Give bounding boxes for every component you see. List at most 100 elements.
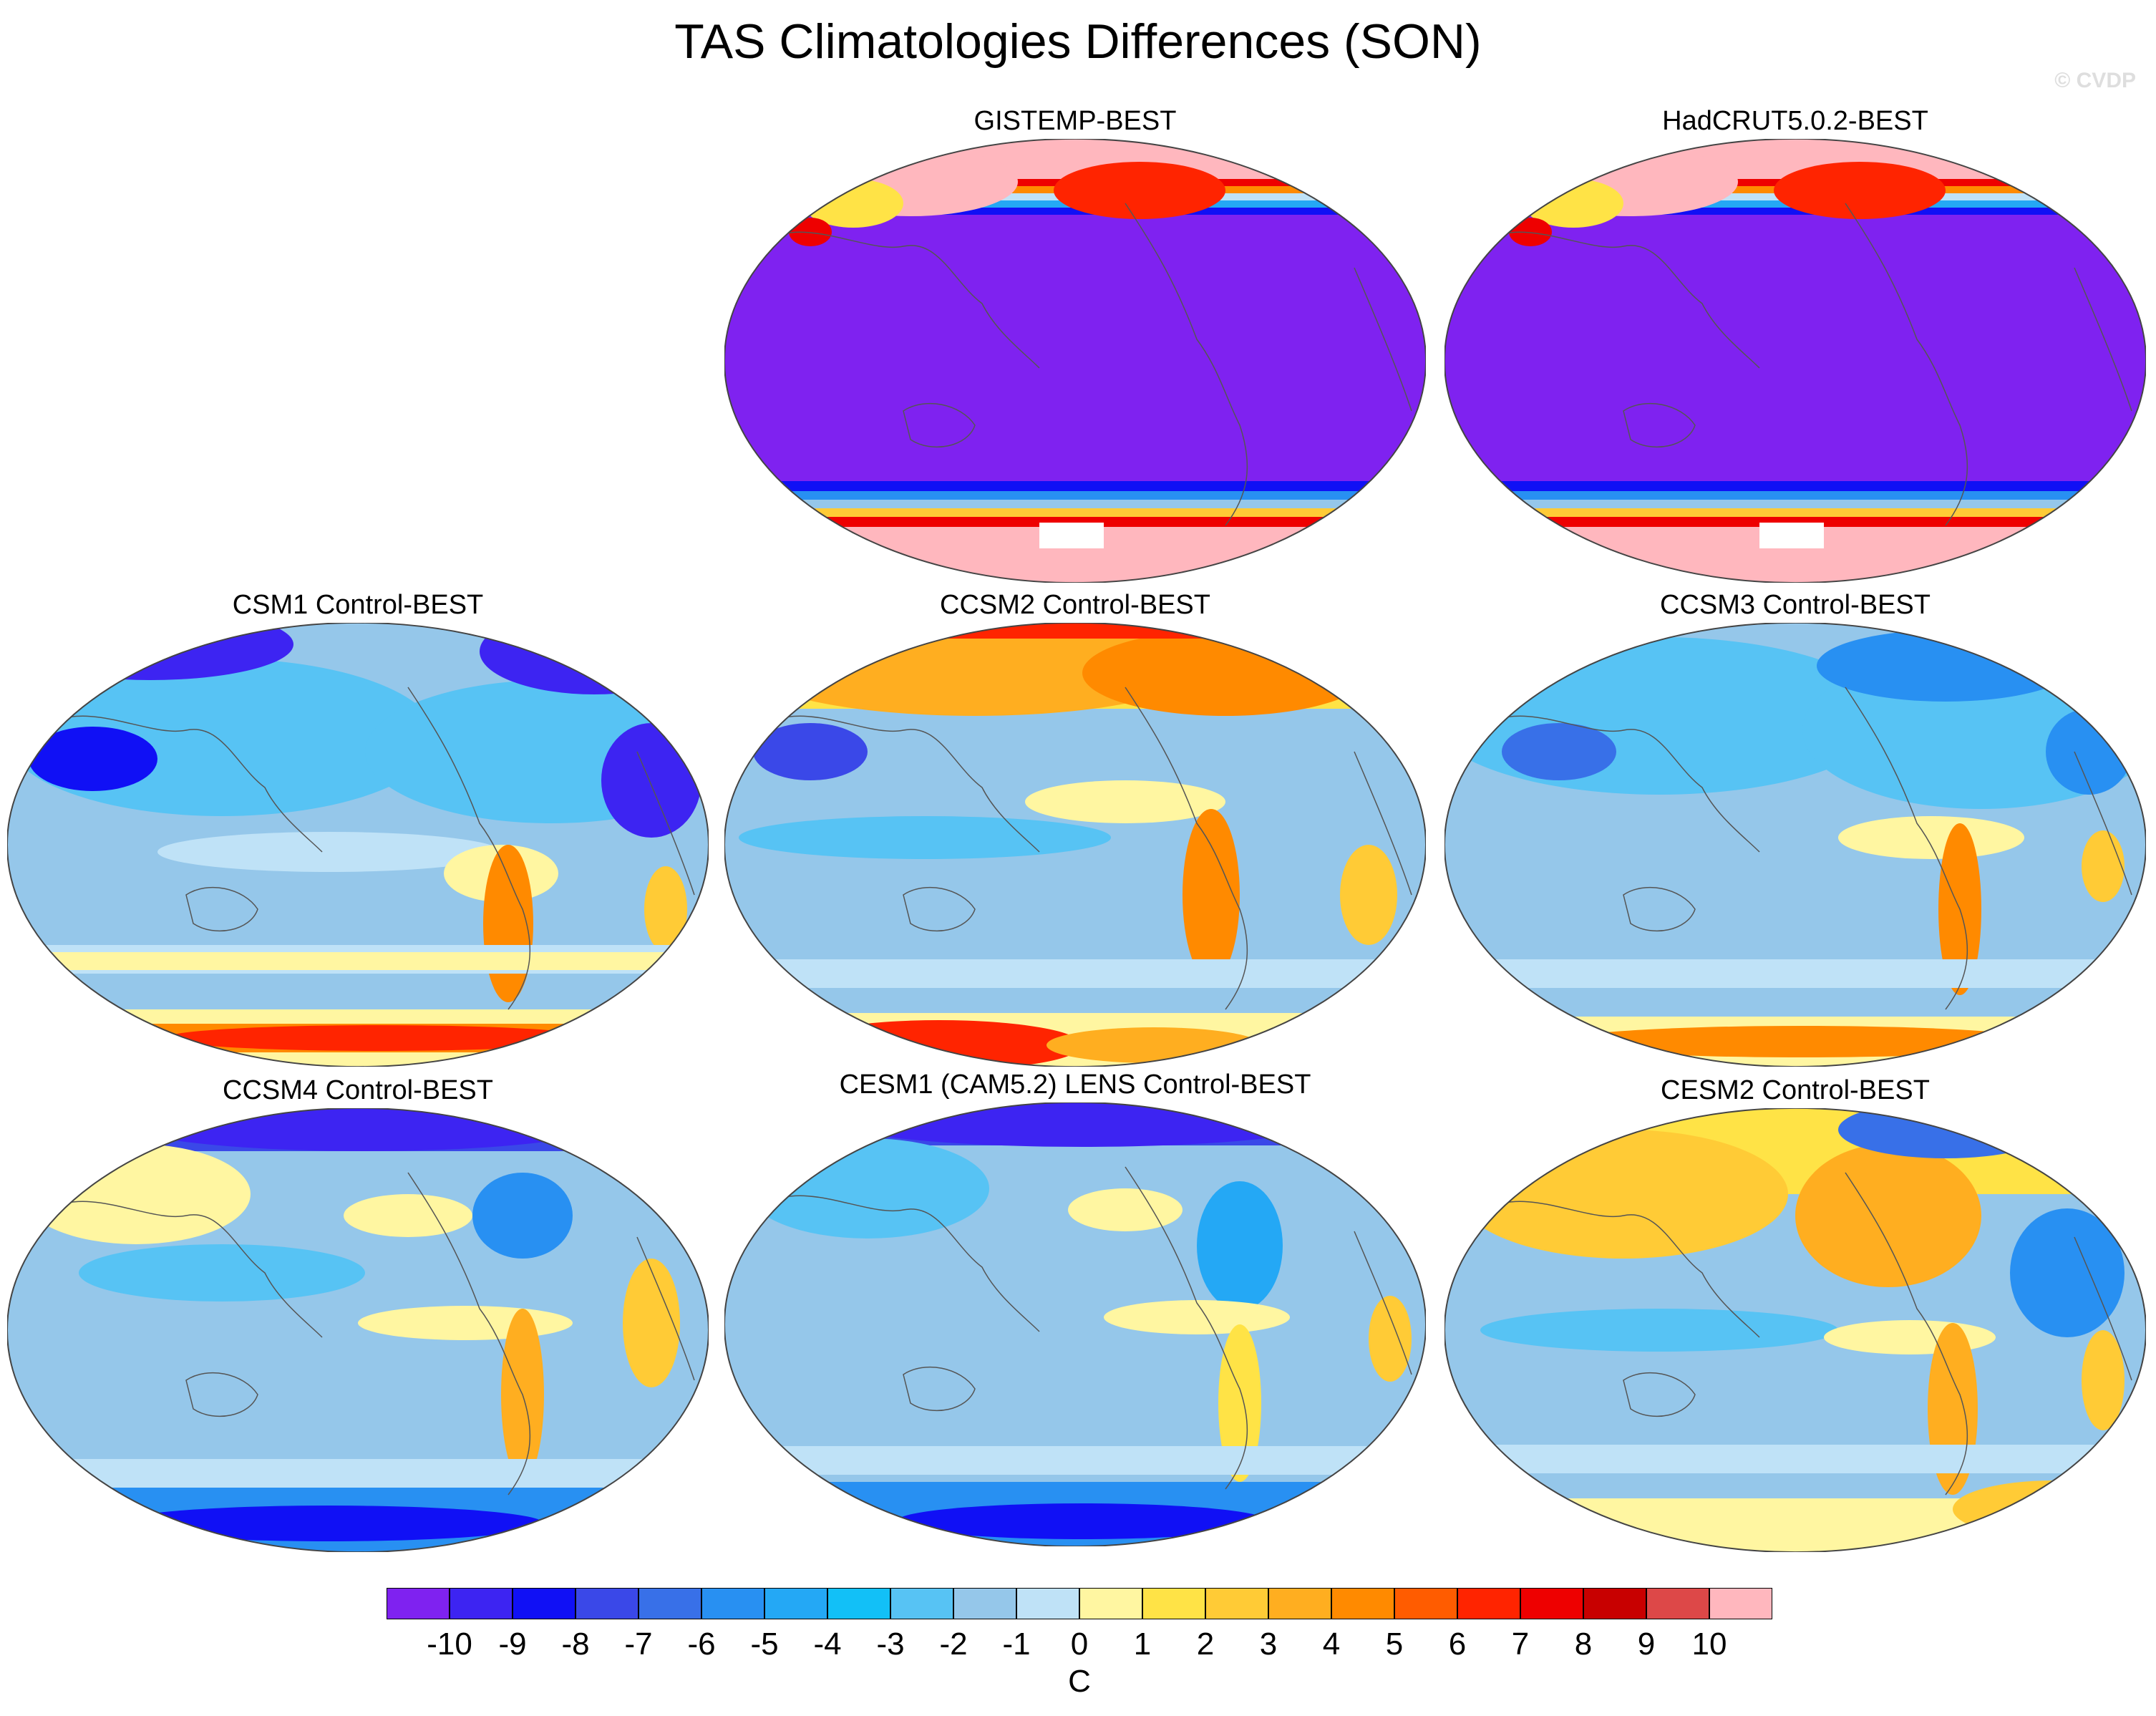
anomaly-region xyxy=(1340,845,1397,945)
coastlines xyxy=(1487,1172,2132,1496)
latitude-band xyxy=(724,959,1426,988)
colorbar-swatch xyxy=(953,1588,1016,1619)
australia-coastline xyxy=(903,1366,976,1412)
americas-coastline xyxy=(1125,687,1248,1010)
colorbar-swatch xyxy=(1268,1588,1331,1619)
panel-title: CCSM4 Control-BEST xyxy=(223,1075,493,1105)
anomaly-region xyxy=(601,723,701,838)
panel-title: CCSM3 Control-BEST xyxy=(1660,590,1931,620)
map-outline xyxy=(724,623,1426,1067)
anomaly-region xyxy=(753,723,868,780)
coastlines xyxy=(1487,687,2132,1010)
latitude-band xyxy=(1444,517,2146,527)
australia-coastline xyxy=(903,402,976,448)
anomaly-region xyxy=(1509,218,1552,246)
anomaly-field xyxy=(1444,623,2146,1067)
colorbar-tick-label: -10 xyxy=(427,1627,472,1662)
anomaly-field xyxy=(724,623,1426,1067)
map-outline xyxy=(724,1102,1426,1546)
latitude-band xyxy=(1444,500,2146,508)
anomaly-field xyxy=(1444,139,2146,583)
colorbar-swatch xyxy=(1079,1588,1142,1619)
map-outline xyxy=(724,139,1426,583)
africa-coastline xyxy=(1354,751,1412,896)
colorbar-swatch xyxy=(387,1588,450,1619)
americas-coastline xyxy=(407,687,531,1010)
coastlines xyxy=(49,687,695,1010)
missing-data-patch xyxy=(1039,523,1104,548)
panel-ccsm4-control-best: CCSM4 Control-BEST xyxy=(7,1074,709,1575)
map-ccsm3-control-best xyxy=(1444,623,2146,1067)
australia-coastline xyxy=(185,1372,258,1417)
anomaly-region xyxy=(1838,816,2024,859)
map-hadcrut-best xyxy=(1444,139,2146,583)
coastlines xyxy=(767,203,1412,526)
anomaly-region xyxy=(157,832,501,872)
anomaly-region xyxy=(1459,1130,1788,1259)
anomaly-region xyxy=(2082,830,2125,902)
map-ccsm2-control-best xyxy=(724,623,1426,1067)
panel-hadcrut-best: HadCRUT5.0.2-BEST xyxy=(1444,105,2146,606)
latitude-band xyxy=(724,508,1426,517)
anomaly-region xyxy=(1559,1026,2046,1057)
americas-coastline xyxy=(407,1172,531,1496)
colorbar-tick-label: 1 xyxy=(1133,1627,1152,1662)
latitude-band xyxy=(724,623,1426,639)
colorbar-swatch xyxy=(1205,1588,1268,1619)
colorbar-swatch xyxy=(1520,1588,1583,1619)
australia-coastline xyxy=(185,886,258,932)
colorbar-swatch xyxy=(1457,1588,1520,1619)
colorbar-tick-label: 6 xyxy=(1448,1627,1467,1662)
latitude-band xyxy=(724,1446,1426,1475)
anomaly-region xyxy=(29,727,157,791)
asia-coastline xyxy=(1487,1201,1760,1338)
colorbar-swatch xyxy=(450,1588,513,1619)
anomaly-region xyxy=(2046,709,2132,795)
colorbar-swatch xyxy=(827,1588,890,1619)
colorbar-swatch xyxy=(638,1588,701,1619)
map-cesm2-control-best xyxy=(1444,1108,2146,1552)
colorbar-swatch xyxy=(764,1588,827,1619)
coastlines xyxy=(49,1172,695,1496)
panel-title: GISTEMP-BEST xyxy=(973,106,1177,136)
anomaly-region xyxy=(1068,1188,1183,1231)
anomaly-region xyxy=(2010,1208,2125,1337)
americas-coastline xyxy=(1125,1166,1248,1490)
americas-coastline xyxy=(1845,1172,1968,1496)
asia-coastline xyxy=(1487,715,1760,853)
colorbar-tick-label: 8 xyxy=(1574,1627,1593,1662)
map-outline xyxy=(1444,1108,2146,1552)
latitude-band xyxy=(7,1459,709,1488)
anomaly-region xyxy=(1183,809,1240,981)
map-cesm1-lens-control-best xyxy=(724,1102,1426,1546)
latitude-band xyxy=(724,208,1426,215)
latitude-band xyxy=(724,491,1426,500)
colorbar-tick-label: -8 xyxy=(561,1627,590,1662)
colorbar-tick-label: -7 xyxy=(624,1627,653,1662)
anomaly-region xyxy=(122,1108,608,1151)
panel-ccsm3-control-best: CCSM3 Control-BEST xyxy=(1444,588,2146,1090)
colorbar-swatch xyxy=(1142,1588,1205,1619)
anomaly-field xyxy=(7,1108,709,1552)
africa-coastline xyxy=(2074,267,2132,412)
africa-coastline xyxy=(2074,751,2132,896)
colorbar-swatch xyxy=(513,1588,576,1619)
anomaly-region xyxy=(483,845,533,1002)
asia-coastline xyxy=(767,231,1040,369)
anomaly-region xyxy=(2082,1330,2125,1430)
anomaly-region xyxy=(789,218,832,246)
anomaly-region xyxy=(746,1138,989,1238)
anomaly-field xyxy=(724,139,1426,583)
colorbar-swatch xyxy=(1394,1588,1457,1619)
africa-coastline xyxy=(2074,1236,2132,1381)
asia-coastline xyxy=(49,1201,323,1338)
north-america-red-region xyxy=(1774,162,1946,219)
panel-title: CCSM2 Control-BEST xyxy=(940,590,1210,620)
coastlines xyxy=(767,1166,1412,1490)
anomaly-region xyxy=(1082,630,1369,716)
colorbar-tick-label: 2 xyxy=(1196,1627,1215,1662)
panel-ccsm2-control-best: CCSM2 Control-BEST xyxy=(724,588,1426,1090)
colorbar-swatch xyxy=(1331,1588,1394,1619)
colorbar-tick-label: -6 xyxy=(687,1627,716,1662)
latitude-band xyxy=(1444,208,2146,215)
